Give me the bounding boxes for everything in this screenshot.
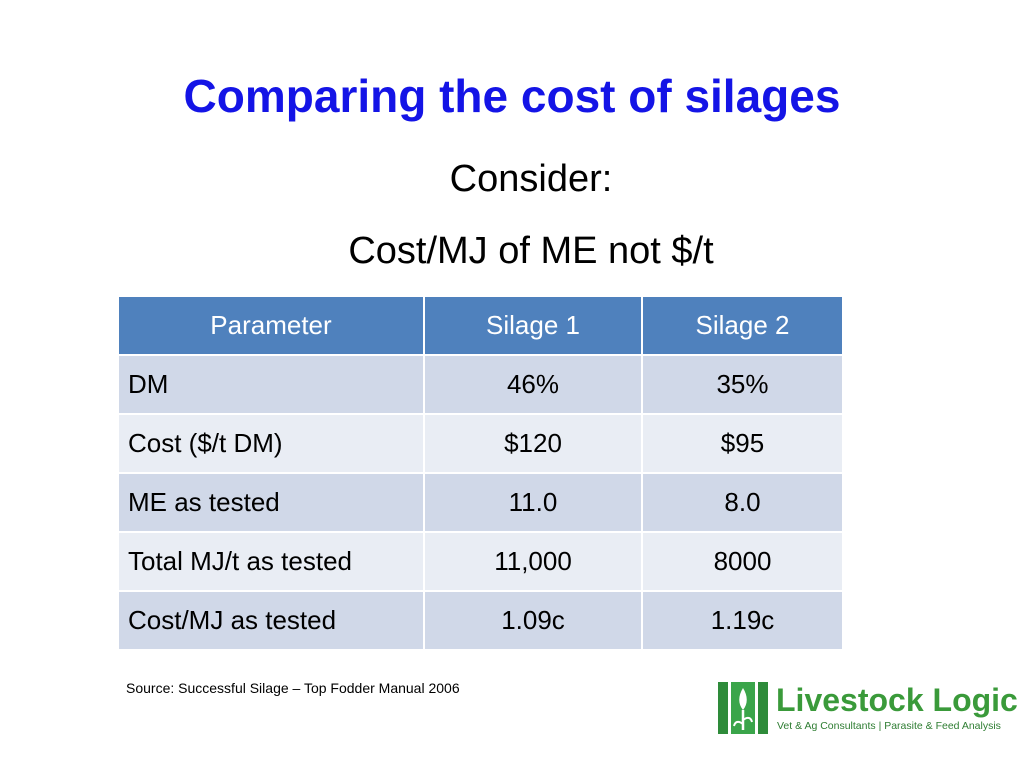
header-parameter: Parameter [117,295,425,356]
silage-comparison-table: Parameter Silage 1 Silage 2 DM 46% 35% C… [117,295,844,651]
table-row: DM 46% 35% [117,354,844,415]
row-parameter: Cost ($/t DM) [117,413,425,474]
row-parameter: ME as tested [117,472,425,533]
table-header-row: Parameter Silage 1 Silage 2 [117,295,844,356]
row-parameter: Cost/MJ as tested [117,590,425,651]
row-silage-1-value: 11.0 [423,472,643,533]
table-row: Cost ($/t DM) $120 $95 [117,413,844,474]
subtitle-cost-per-mj: Cost/MJ of ME not $/t [348,230,714,272]
row-silage-2-value: $95 [641,413,844,474]
logo-name: Livestock Logic [776,682,1018,718]
table-row: ME as tested 11.0 8.0 [117,472,844,533]
row-parameter: DM [117,354,425,415]
row-silage-2-value: 1.19c [641,590,844,651]
row-silage-1-value: 1.09c [423,590,643,651]
logo-tagline: Vet & Ag Consultants | Parasite & Feed A… [777,720,1001,732]
livestock-logic-logo: Livestock Logic Vet & Ag Consultants | P… [718,680,1018,738]
header-silage-2: Silage 2 [641,295,844,356]
row-silage-1-value: $120 [423,413,643,474]
table-row: Total MJ/t as tested 11,000 8000 [117,531,844,592]
row-silage-1-value: 11,000 [423,531,643,592]
livestock-logic-mark-icon [718,682,768,734]
source-citation: Source: Successful Silage – Top Fodder M… [126,680,460,696]
row-silage-2-value: 35% [641,354,844,415]
row-parameter: Total MJ/t as tested [117,531,425,592]
row-silage-1-value: 46% [423,354,643,415]
slide-title: Comparing the cost of silages [183,70,841,122]
header-silage-1: Silage 1 [423,295,643,356]
subtitle-consider: Consider: [449,158,613,200]
table-row: Cost/MJ as tested 1.09c 1.19c [117,590,844,651]
row-silage-2-value: 8.0 [641,472,844,533]
row-silage-2-value: 8000 [641,531,844,592]
